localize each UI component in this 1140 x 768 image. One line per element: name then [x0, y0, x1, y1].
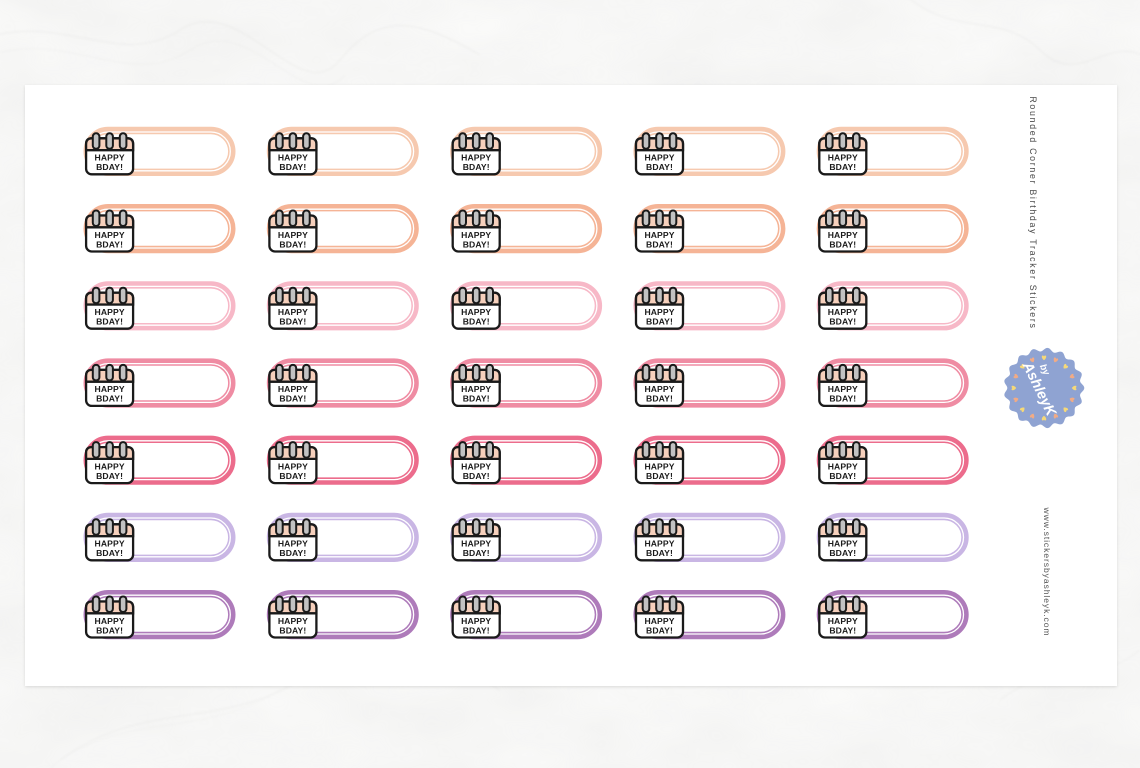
svg-text:www.stickersbyashleyk.com: www.stickersbyashleyk.com	[1042, 507, 1052, 637]
svg-text:Rounded Corner Birthday Tracke: Rounded Corner Birthday Tracker Stickers	[1028, 96, 1038, 329]
